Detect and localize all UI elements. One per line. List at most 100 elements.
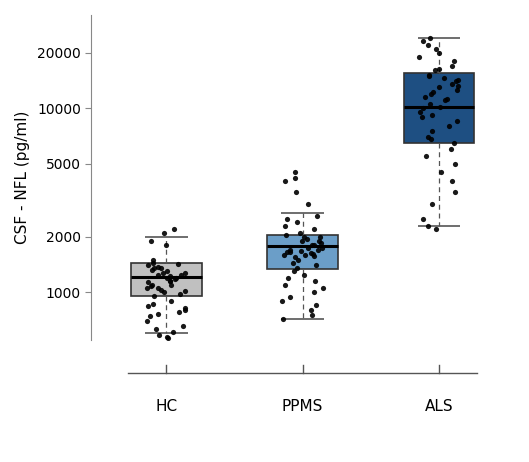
Point (181, 287, 190, 294)
Point (290, 174, 299, 181)
Point (162, 274, 171, 281)
Point (416, 109, 424, 116)
Point (450, 139, 459, 146)
Point (281, 281, 289, 288)
Point (144, 303, 153, 310)
Point (309, 252, 318, 260)
Point (169, 328, 177, 336)
Point (180, 269, 189, 276)
Point (142, 285, 151, 292)
Point (303, 235, 311, 243)
Point (150, 265, 158, 272)
Point (419, 104, 427, 112)
Point (454, 76, 462, 84)
Point (432, 225, 440, 233)
Point (443, 95, 452, 103)
Point (426, 34, 434, 42)
Point (309, 289, 318, 296)
Point (144, 262, 152, 269)
Point (422, 152, 431, 160)
Point (149, 259, 158, 267)
Point (282, 215, 291, 223)
Point (149, 256, 158, 264)
Point (440, 75, 449, 82)
Point (304, 201, 312, 208)
Point (451, 160, 459, 167)
Point (314, 246, 323, 254)
Point (177, 271, 186, 278)
Point (426, 101, 435, 108)
Point (179, 322, 187, 329)
Point (424, 222, 432, 230)
Point (454, 82, 462, 90)
Point (143, 278, 152, 286)
Point (419, 38, 427, 45)
Point (424, 72, 433, 79)
Point (435, 49, 444, 56)
Point (286, 249, 295, 256)
Point (166, 278, 175, 285)
Point (309, 242, 318, 249)
Point (159, 269, 168, 277)
Point (307, 249, 316, 256)
Point (163, 267, 171, 275)
Point (421, 93, 430, 101)
Point (163, 333, 171, 340)
Point (154, 263, 162, 270)
Y-axis label: CSF - NFL (pg/ml): CSF - NFL (pg/ml) (15, 111, 30, 244)
Point (174, 261, 182, 268)
Point (166, 272, 175, 280)
Point (160, 288, 169, 295)
Point (452, 86, 461, 94)
Point (154, 331, 163, 338)
Point (311, 278, 319, 285)
Point (181, 307, 189, 314)
Point (284, 274, 292, 281)
Point (157, 286, 165, 294)
Point (291, 254, 300, 261)
Point (278, 297, 287, 304)
Point (298, 237, 307, 245)
Point (291, 188, 300, 196)
Point (427, 201, 436, 208)
Point (176, 290, 184, 298)
Point (309, 250, 317, 257)
Point (435, 66, 443, 73)
Point (289, 267, 298, 275)
Point (295, 229, 304, 237)
Point (280, 251, 288, 258)
Point (315, 237, 323, 245)
Point (160, 229, 168, 237)
Point (300, 271, 308, 278)
Point (167, 297, 175, 304)
Text: PPMS: PPMS (282, 399, 323, 414)
Point (308, 242, 316, 249)
Point (427, 111, 436, 118)
Point (280, 178, 289, 185)
Point (445, 122, 454, 130)
Point (309, 225, 318, 233)
Text: ALS: ALS (425, 399, 453, 414)
Point (293, 265, 301, 272)
Point (294, 256, 302, 264)
Point (435, 103, 444, 110)
Point (316, 233, 324, 241)
Bar (267, 235, 338, 269)
Point (448, 62, 456, 69)
Point (415, 53, 423, 61)
Point (149, 300, 157, 307)
Point (147, 283, 156, 290)
Point (431, 67, 440, 74)
Point (426, 135, 435, 143)
Point (316, 239, 325, 247)
Point (417, 113, 426, 120)
Point (153, 272, 162, 279)
Point (171, 274, 180, 281)
Point (436, 168, 445, 176)
Point (154, 310, 162, 318)
Point (148, 281, 157, 288)
Point (451, 188, 459, 196)
Point (307, 307, 315, 314)
Point (289, 259, 297, 267)
Point (448, 178, 456, 185)
